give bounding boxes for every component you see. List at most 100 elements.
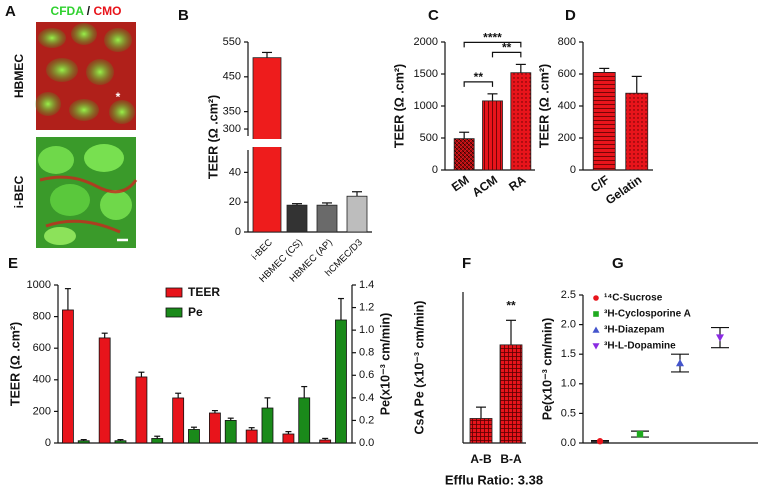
- y-tick-label: 0: [45, 437, 51, 449]
- significance-bracket: [491, 51, 522, 58]
- bar: [453, 138, 475, 171]
- bar: [188, 429, 200, 444]
- point: [676, 359, 684, 367]
- bar: [151, 438, 164, 444]
- y-tick-label: 0: [570, 164, 576, 176]
- bar: [335, 319, 347, 444]
- y-tick-label: 400: [33, 374, 51, 386]
- image-label: HBMEC: [12, 54, 26, 98]
- bar: [77, 440, 90, 444]
- x-tick-label: B-A: [500, 452, 522, 466]
- y-tick-label: 1500: [414, 68, 438, 80]
- significance-bracket: [463, 81, 494, 87]
- bar: [482, 100, 503, 171]
- point: [596, 438, 604, 445]
- micrograph-top: [35, 22, 136, 130]
- micrograph-bottom: [36, 137, 138, 248]
- legend-label: TEER: [188, 285, 220, 299]
- axis-break: [243, 139, 372, 147]
- legend-marker: [593, 311, 599, 317]
- y-tick-label: 1.5: [561, 348, 576, 360]
- y-tick-label: 450: [223, 71, 241, 83]
- y-axis-label: TEER (Ω .cm²): [206, 95, 220, 179]
- bar: [319, 439, 332, 444]
- panel-letter: F: [462, 255, 471, 272]
- panel-letter: C: [428, 7, 439, 24]
- bar: [172, 397, 185, 444]
- bar: [469, 418, 493, 444]
- y-axis-label: TEER (Ω .cm²): [8, 322, 22, 406]
- x-tick-label: A-B: [470, 452, 492, 466]
- title-part: /: [87, 4, 91, 18]
- y-tick-label: 0.0: [359, 437, 374, 449]
- title-part: CMO: [93, 4, 121, 18]
- point: [636, 430, 644, 438]
- y-tick-label: 350: [223, 106, 241, 118]
- y-tick-label: 300: [223, 123, 241, 135]
- legend-label: ³H-Diazepam: [604, 325, 665, 336]
- x-tick-label: RA: [506, 172, 529, 194]
- y-tick-label: 1.4: [359, 279, 374, 291]
- panel-letter: E: [8, 255, 18, 272]
- y-tick-label: 800: [558, 36, 576, 48]
- annotation: **: [506, 298, 516, 312]
- bar: [346, 195, 368, 233]
- y-tick-label: 0.5: [561, 407, 576, 419]
- y-tick-label: 2000: [414, 36, 438, 48]
- legend-marker: [592, 326, 600, 333]
- bar: [286, 204, 308, 233]
- significance-bracket: [463, 41, 522, 48]
- bar: [224, 420, 237, 444]
- bar: [245, 429, 258, 444]
- panel-letter: A: [5, 3, 16, 20]
- y-axis-label: Pe(x10⁻³ cm/min): [378, 313, 392, 415]
- y-tick-label: 1.2: [359, 301, 374, 313]
- bar: [98, 337, 111, 444]
- y-axis-label: Pe(x10⁻³ cm/min): [540, 318, 554, 420]
- y-tick-label: 1.0: [561, 378, 576, 390]
- y-tick-label: 200: [33, 405, 51, 417]
- panel-letter: B: [178, 7, 189, 24]
- legend-marker: [592, 343, 600, 350]
- image-label: i-BEC: [12, 175, 26, 208]
- bar: [62, 309, 74, 444]
- y-tick-label: 400: [558, 100, 576, 112]
- x-tick-label: ACM: [470, 173, 500, 200]
- bar: [114, 440, 127, 444]
- y-tick-label: 0.4: [359, 392, 374, 404]
- legend-label: ³H-Cyclosporine A: [604, 309, 691, 320]
- bar: [282, 433, 295, 444]
- legend-swatch: [165, 287, 183, 298]
- point: [716, 334, 724, 342]
- y-tick-label: 2.0: [561, 319, 576, 331]
- title-part: CFDA: [51, 4, 85, 18]
- bar: [209, 412, 221, 444]
- y-axis-label: TEER (Ω .cm²): [537, 64, 551, 148]
- y-tick-label: 1000: [27, 279, 51, 291]
- y-tick-label: 20: [229, 196, 241, 208]
- bar: [298, 397, 311, 444]
- legend-label: ³H-L-Dopamine: [604, 341, 676, 352]
- y-tick-label: 2.5: [561, 289, 576, 301]
- y-tick-label: 0.6: [359, 369, 374, 381]
- y-axis-label: CsA Pe (x10⁻³ cm/min): [412, 301, 426, 435]
- significance-label: **: [502, 41, 512, 55]
- panel-letter: D: [565, 7, 576, 24]
- bar: [316, 204, 338, 233]
- footer: Efflu Ratio: 3.38: [445, 472, 543, 487]
- x-tick-label: EM: [449, 173, 472, 195]
- y-tick-label: 1.0: [359, 324, 374, 336]
- panel-title: CFDA / CMO: [51, 4, 122, 18]
- significance-label: **: [474, 70, 484, 84]
- legend-label: Pe: [188, 305, 203, 319]
- y-tick-label: 0.2: [359, 414, 374, 426]
- y-axis-label: TEER (Ω .cm²): [392, 64, 406, 148]
- bar: [135, 376, 148, 444]
- x-tick-label: i-BEC: [250, 237, 275, 262]
- bar: [510, 72, 532, 171]
- y-tick-label: 0.0: [561, 437, 576, 449]
- panel-letter: G: [612, 255, 624, 272]
- annotation: *: [116, 90, 121, 104]
- legend-label: ¹⁴C-Sucrose: [604, 293, 663, 304]
- y-tick-label: 40: [229, 166, 241, 178]
